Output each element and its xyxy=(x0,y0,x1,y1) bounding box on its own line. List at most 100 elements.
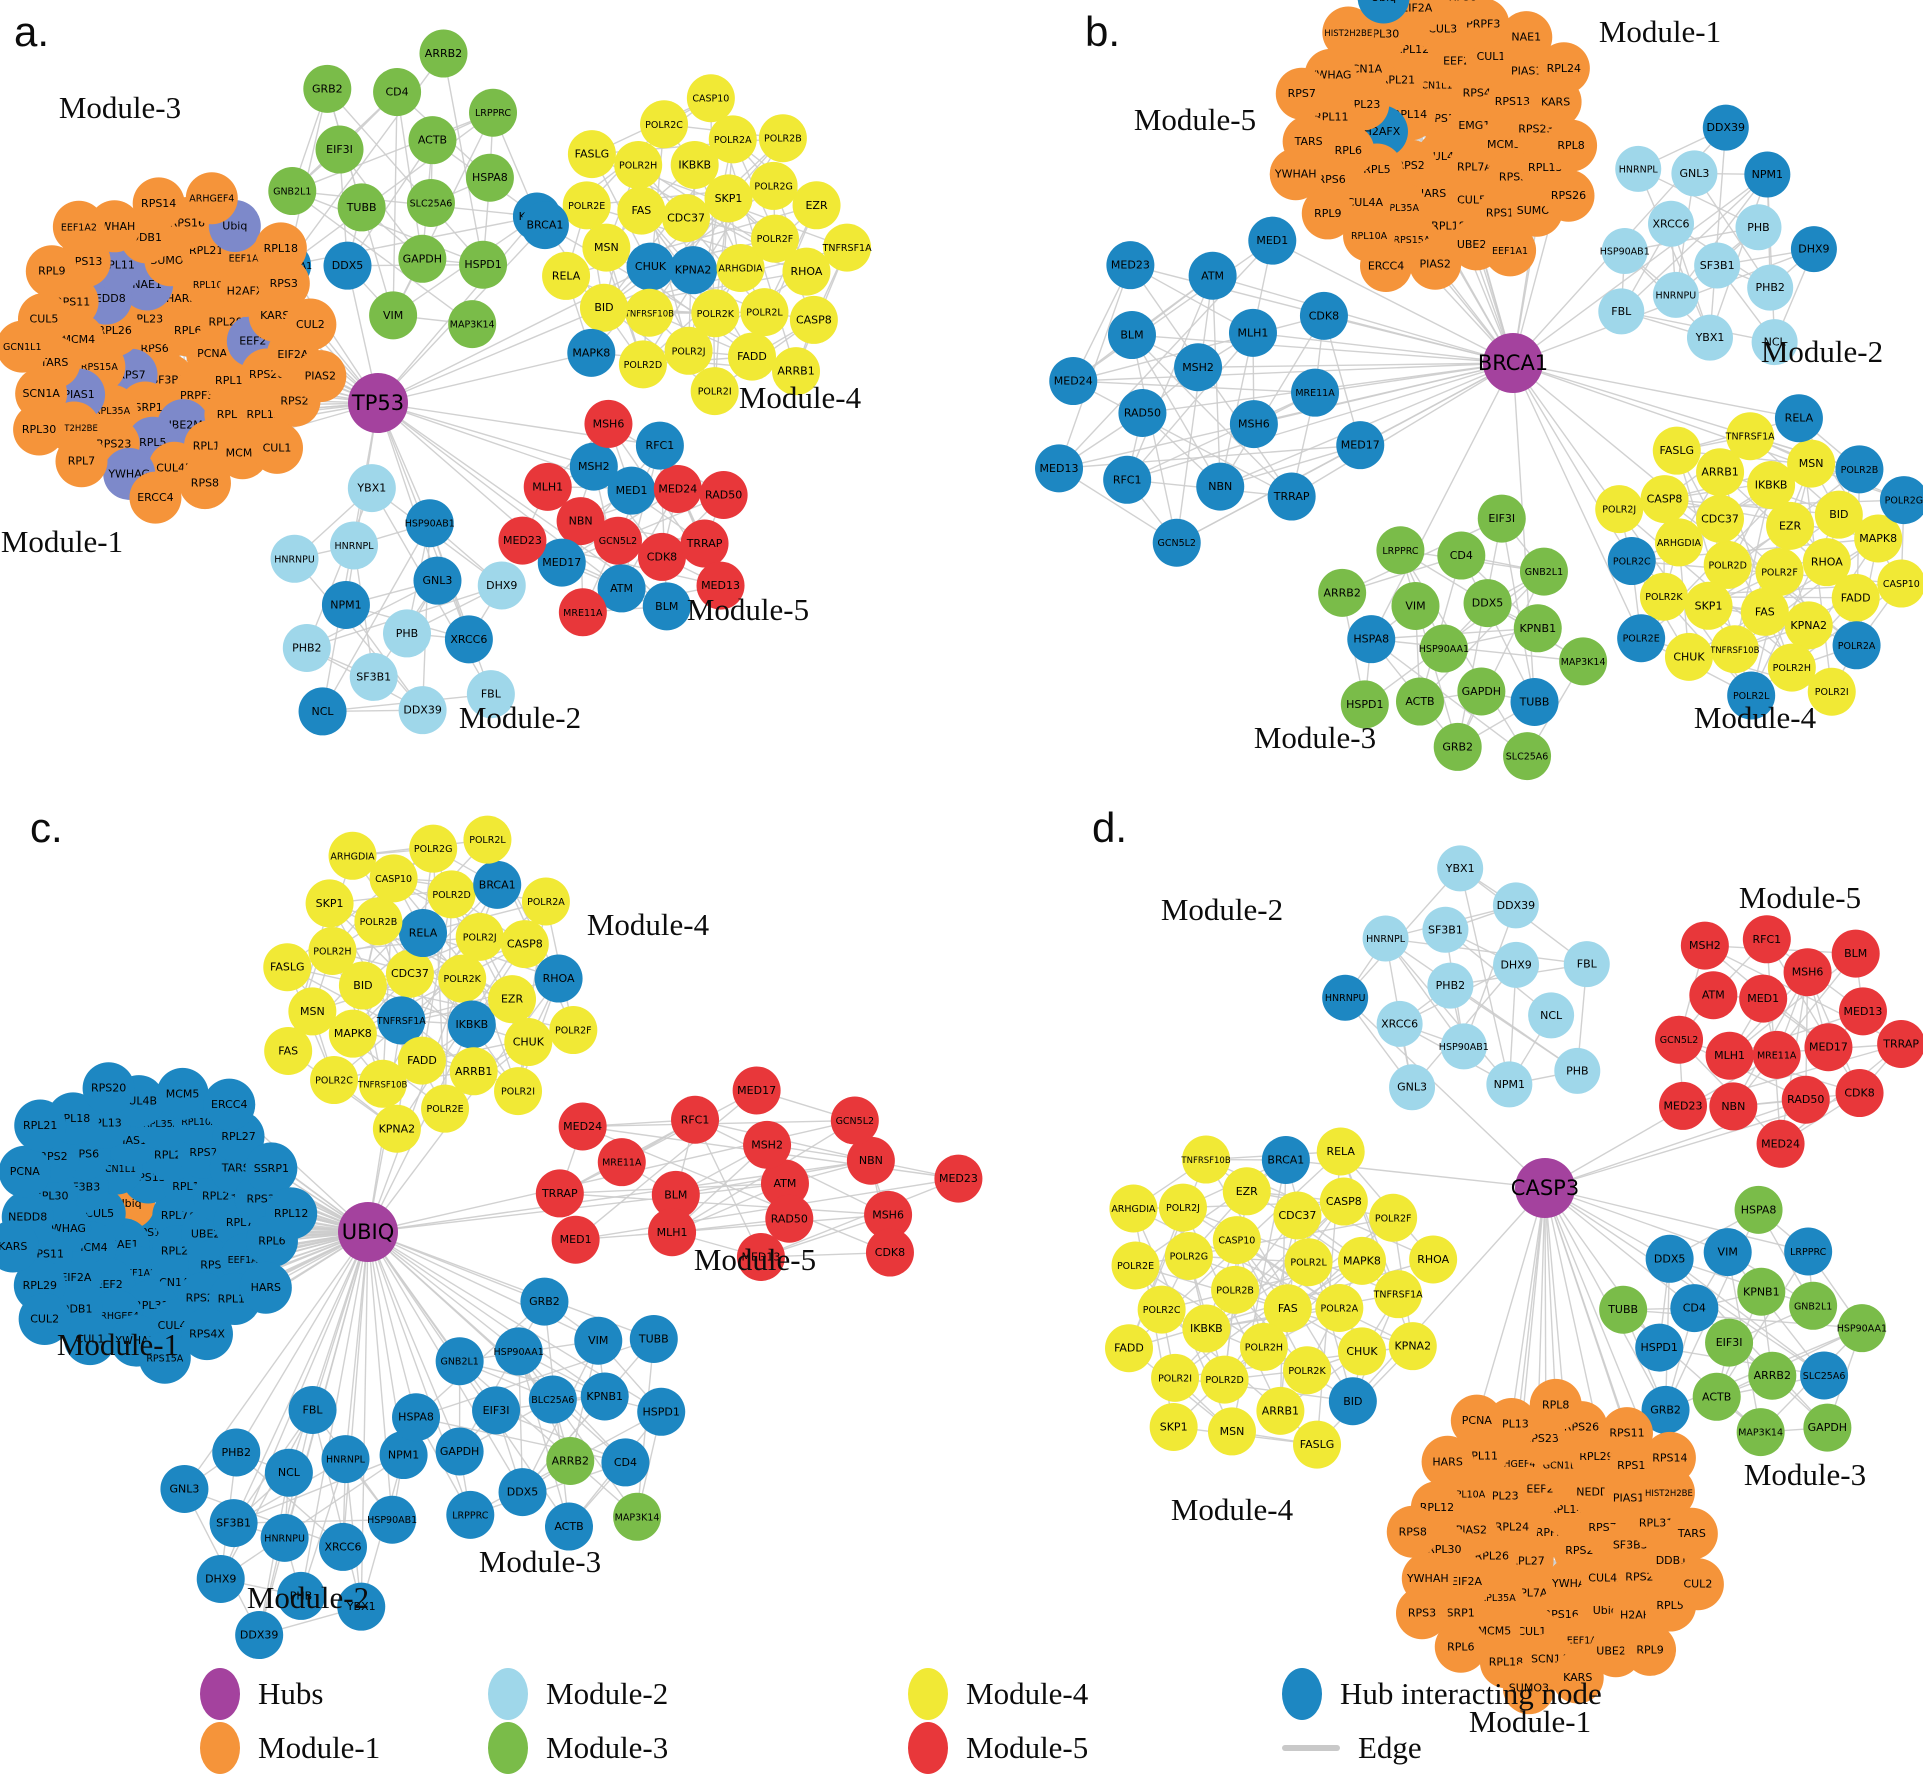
node-MSH6: MSH6 xyxy=(1783,948,1832,997)
node-VIM: VIM xyxy=(574,1316,623,1365)
node-TNFRSF10B: TNFRSF10B xyxy=(1709,625,1760,674)
node-RAD50: RAD50 xyxy=(1781,1075,1830,1124)
node-HNRNPL: HNRNPL xyxy=(1362,915,1409,962)
node-FASLG: FASLG xyxy=(263,943,312,992)
node-IKBKB: IKBKB xyxy=(447,1000,496,1049)
node-PHB: PHB xyxy=(1735,204,1782,251)
node-POLR2D: POLR2D xyxy=(1200,1355,1249,1404)
node-MAP3K14: MAP3K14 xyxy=(613,1492,662,1541)
node-MSH2: MSH2 xyxy=(1174,343,1223,392)
node-CASP10: CASP10 xyxy=(369,854,418,903)
panel-letter-a: a. xyxy=(14,8,49,55)
node-PIAS2: PIAS2 xyxy=(1409,237,1462,290)
node-CASP10: CASP10 xyxy=(686,74,735,123)
node-ERCC4: ERCC4 xyxy=(1360,239,1413,292)
node-SLC25A6: SLC25A6 xyxy=(1800,1351,1849,1400)
legend-label: Edge xyxy=(1358,1730,1422,1765)
node-RPL12: RPL12 xyxy=(265,1187,318,1240)
node-DDX5: DDX5 xyxy=(1463,579,1512,628)
module-label-module-4: Module-4 xyxy=(1694,700,1817,735)
node-RPL9: RPL9 xyxy=(25,245,78,298)
node-SKP1: SKP1 xyxy=(305,879,354,928)
node-DDX5: DDX5 xyxy=(323,241,372,290)
node-POLR2B: POLR2B xyxy=(1211,1265,1260,1314)
node-VIM: VIM xyxy=(369,291,418,340)
node-ARRB1: ARRB1 xyxy=(1256,1386,1305,1435)
node-MSH2: MSH2 xyxy=(1680,921,1729,970)
node-FASLG: FASLG xyxy=(567,130,616,179)
node-EIF3I: EIF3I xyxy=(1477,494,1526,543)
node-SKP1: SKP1 xyxy=(1684,581,1733,630)
node-RPS20: RPS20 xyxy=(82,1062,135,1115)
module-label-module-2: Module-2 xyxy=(459,700,581,735)
svg-text:BRCA1: BRCA1 xyxy=(1478,351,1548,375)
node-TRRAP: TRRAP xyxy=(1267,472,1316,521)
node-TNFRSF1A: TNFRSF1A xyxy=(1373,1270,1423,1319)
svg-text:TP53: TP53 xyxy=(351,391,404,415)
node-LRPPRC: LRPPRC xyxy=(469,88,518,137)
node-MED23: MED23 xyxy=(1106,241,1155,290)
legend-item-hub-interacting-node: Hub interacting node xyxy=(1282,1666,1602,1722)
node-POLR2E: POLR2E xyxy=(1111,1241,1160,1290)
node-CDK8: CDK8 xyxy=(1299,291,1348,340)
node-CD4: CD4 xyxy=(1670,1284,1719,1333)
node-HSP90AA1: HSP90AA1 xyxy=(1837,1304,1887,1353)
node-DDX39: DDX39 xyxy=(1702,104,1749,151)
node-MAPK8: MAPK8 xyxy=(328,1009,377,1058)
hub-node-BRCA1: BRCA1 xyxy=(1478,333,1548,393)
node-MAP3K14: MAP3K14 xyxy=(1559,637,1608,686)
node-HNRNPL: HNRNPL xyxy=(330,521,379,570)
node-DDX5: DDX5 xyxy=(1645,1234,1694,1283)
node-MSH6: MSH6 xyxy=(584,399,633,448)
node-GNL3: GNL3 xyxy=(1389,1064,1436,1111)
node-TUBB: TUBB xyxy=(337,183,386,232)
node-CASP8: CASP8 xyxy=(500,920,549,969)
node-PHB2: PHB2 xyxy=(1747,264,1794,311)
node-MED23: MED23 xyxy=(498,516,547,565)
module-label-module-3: Module-3 xyxy=(59,90,181,125)
node-HSPD1: HSPD1 xyxy=(459,240,508,289)
node-MCM5: MCM5 xyxy=(156,1067,209,1120)
node-NBN: NBN xyxy=(1196,462,1245,511)
node-CHUK: CHUK xyxy=(626,242,675,291)
node-BRCA1: BRCA1 xyxy=(473,860,522,909)
node-ARHGDIA: ARHGDIA xyxy=(1109,1184,1158,1233)
node-BRCA1: BRCA1 xyxy=(520,201,569,250)
node-CDC37: CDC37 xyxy=(1696,494,1745,543)
node-RPS8: RPS8 xyxy=(1386,1505,1439,1558)
node-POLR2H: POLR2H xyxy=(1767,643,1816,692)
node-GCN5L2: GCN5L2 xyxy=(1655,1015,1704,1064)
node-RHOA: RHOA xyxy=(1409,1235,1458,1284)
module-label-module-4: Module-4 xyxy=(739,380,862,415)
node-RHOA: RHOA xyxy=(782,247,831,296)
node-ATM: ATM xyxy=(1188,251,1237,300)
module-label-module-3: Module-3 xyxy=(1744,1457,1866,1492)
node-GNL3: GNL3 xyxy=(1671,150,1718,197)
node-MED17: MED17 xyxy=(732,1066,781,1115)
node-GAPDH: GAPDH xyxy=(1457,667,1506,716)
node-MSN: MSN xyxy=(1787,439,1836,488)
node-RPL8: RPL8 xyxy=(1545,119,1598,172)
node-PCNA: PCNA xyxy=(1450,1394,1503,1447)
node-CHUK: CHUK xyxy=(1337,1327,1386,1376)
module-label-module-1: Module-1 xyxy=(57,1327,179,1362)
node-MAP3K14: MAP3K14 xyxy=(448,300,497,349)
node-GRB2: GRB2 xyxy=(1433,722,1482,771)
node-DDX39: DDX39 xyxy=(398,686,447,735)
node-XRCC6: XRCC6 xyxy=(1648,200,1695,247)
node-ERCC4: ERCC4 xyxy=(129,471,182,524)
legend-label: Hub interacting node xyxy=(1340,1676,1602,1711)
module-label-module-5: Module-5 xyxy=(694,1242,816,1277)
node-EEF1A2: EEF1A2 xyxy=(52,200,105,253)
node-POLR2I: POLR2I xyxy=(1151,1353,1200,1402)
node-MSH2: MSH2 xyxy=(569,442,618,491)
node-RFC1: RFC1 xyxy=(671,1095,720,1144)
node-CDK8: CDK8 xyxy=(637,532,686,581)
node-POLR2C: POLR2C xyxy=(310,1056,359,1105)
node-POLR2D: POLR2D xyxy=(1703,540,1752,589)
node-BLM: BLM xyxy=(642,582,691,631)
node-POLR2J: POLR2J xyxy=(664,326,713,375)
node-RFC1: RFC1 xyxy=(1103,455,1152,504)
node-POLR2H: POLR2H xyxy=(1239,1322,1288,1371)
legend-label: Hubs xyxy=(258,1676,324,1711)
